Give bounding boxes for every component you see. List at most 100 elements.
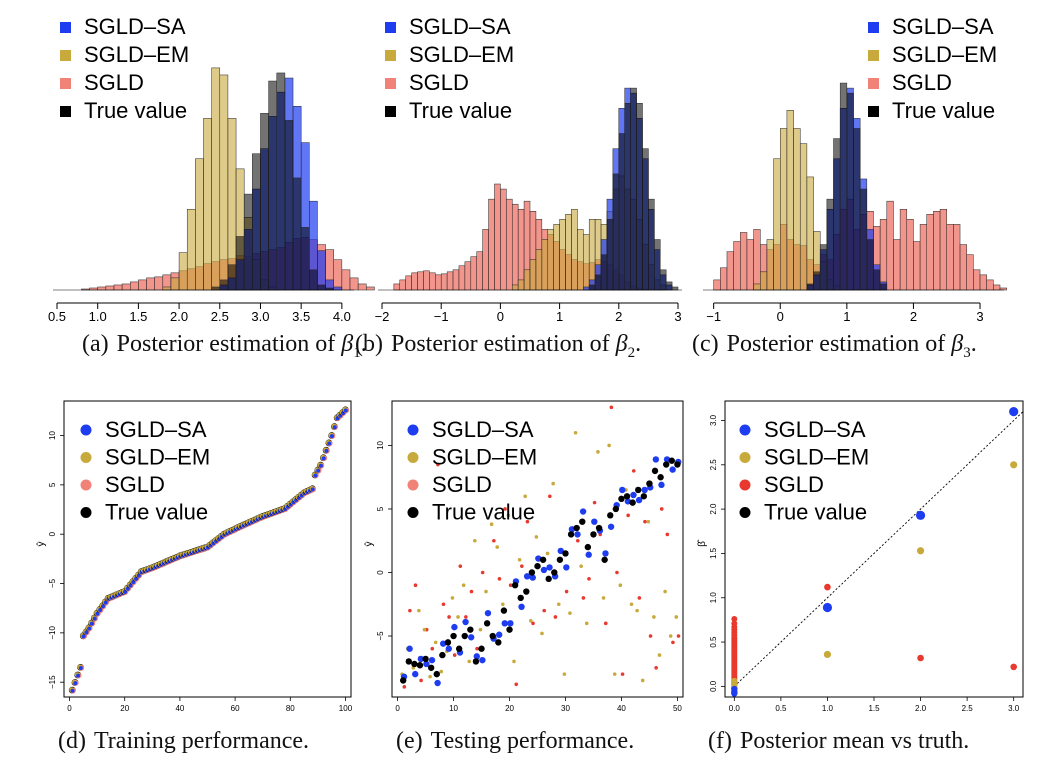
hist-bar-c-sgld-2 bbox=[726, 251, 734, 291]
point-d-sgld-sa-12 bbox=[100, 604, 105, 609]
point-e-true-37 bbox=[601, 556, 608, 563]
x-tick-label-d-5: 100 bbox=[339, 704, 353, 713]
legend-swatch-d-0 bbox=[80, 424, 92, 436]
y-tick-label-d-5: 10 bbox=[48, 431, 57, 440]
legend-label-a-3: True value bbox=[84, 98, 187, 123]
point-f-sgld-em-0 bbox=[823, 650, 832, 659]
legend-label-f-1: SGLD–EM bbox=[764, 445, 869, 470]
hist-bar-b-true-value-8 bbox=[636, 102, 643, 291]
hist-bar-b-sgld-em-12 bbox=[583, 234, 590, 291]
hist-bar-c-true-value-0 bbox=[806, 283, 814, 291]
point-e-true-30 bbox=[562, 550, 569, 557]
x-tick-label-f-1: 0.5 bbox=[775, 704, 787, 713]
hist-bar-c-sgld-36 bbox=[953, 224, 961, 291]
point-e-sgld-14 bbox=[475, 646, 479, 651]
hist-bar-b-sgld-em-13 bbox=[588, 219, 596, 291]
legend-swatch-f-1 bbox=[739, 452, 751, 463]
point-e-sgld-sa-13 bbox=[467, 634, 475, 641]
y-tick-label-e-1: 0 bbox=[376, 570, 385, 575]
hist-bar-c-sgld-em-5 bbox=[786, 110, 794, 291]
hist-bar-a-true-value-4 bbox=[243, 193, 253, 291]
point-d-sgld-sa-93 bbox=[324, 448, 329, 453]
point-e-sgld-6 bbox=[430, 646, 435, 651]
legend-label-f-0: SGLD–SA bbox=[764, 417, 866, 442]
legend-swatch-c-0 bbox=[868, 22, 879, 33]
hist-bar-a-sgld-3 bbox=[105, 285, 115, 291]
hist-bar-a-true-value-10 bbox=[292, 177, 302, 291]
point-e-true-33 bbox=[579, 518, 586, 525]
point-e-true-35 bbox=[590, 531, 597, 538]
hist-bar-b-sgld-em-1 bbox=[517, 279, 525, 291]
histogram-panel-b: −2 −1 0 1 2 3 bbox=[375, 87, 682, 324]
point-e-true-16 bbox=[483, 620, 491, 627]
point-d-sgld-sa-9 bbox=[92, 616, 97, 621]
point-e-true-43 bbox=[635, 486, 642, 494]
hist-bar-c-sgld-em-1 bbox=[760, 271, 768, 291]
hist-bar-a-true-value-5 bbox=[252, 153, 261, 291]
legend-label-b-3: True value bbox=[409, 98, 512, 123]
point-e-sgld-em-42 bbox=[629, 602, 634, 607]
point-e-sgld-em-31 bbox=[568, 611, 572, 615]
x-tick-label-a-5: 3.0 bbox=[251, 309, 269, 324]
x-tick-label-e-0: 0 bbox=[395, 704, 400, 713]
point-e-sgld-4 bbox=[419, 678, 423, 683]
hist-bar-c-sgld-40 bbox=[979, 274, 987, 291]
point-e-true-2 bbox=[405, 658, 412, 665]
point-d-sgld-sa-11 bbox=[98, 608, 103, 613]
legend-swatch-a-2 bbox=[60, 78, 71, 89]
point-e-true-14 bbox=[472, 658, 480, 665]
hist-bar-a-sgld-1 bbox=[89, 287, 98, 291]
point-e-sgld-sa-40 bbox=[619, 486, 626, 494]
y-tick-label-e-2: 5 bbox=[376, 506, 385, 511]
legend-swatch-b-0 bbox=[385, 22, 396, 33]
point-e-sgld-sa-44 bbox=[641, 486, 648, 494]
point-e-true-3 bbox=[411, 660, 418, 668]
caption-c: (c) Posterior estimation of β3. bbox=[692, 331, 977, 361]
hist-bar-a-sgld-2 bbox=[97, 286, 107, 291]
hist-bar-a-true-value-14 bbox=[325, 287, 334, 291]
point-e-true-12 bbox=[461, 632, 468, 640]
legend-label-c-0: SGLD–SA bbox=[892, 14, 994, 39]
hist-bar-b-true-value-4 bbox=[612, 173, 620, 291]
hist-bar-b-sgld-18 bbox=[500, 188, 507, 291]
point-d-sgld-sa-95 bbox=[329, 434, 334, 439]
hist-bar-c-sgld-27 bbox=[893, 239, 901, 291]
point-d-sgld-sa-5 bbox=[81, 634, 86, 639]
point-e-sgld-em-39 bbox=[612, 672, 617, 676]
y-tick-label-e-0: −5 bbox=[376, 631, 385, 641]
legend-swatch-a-0 bbox=[60, 22, 71, 33]
point-e-sgld-em-27 bbox=[545, 551, 550, 556]
hist-bar-b-sgld-em-11 bbox=[577, 229, 584, 291]
point-e-sgld-em-8 bbox=[439, 669, 444, 674]
x-tick-label-e-2: 20 bbox=[505, 704, 514, 713]
point-e-sgld-sa-9 bbox=[445, 645, 453, 652]
point-e-true-24 bbox=[528, 569, 536, 576]
point-e-true-31 bbox=[567, 531, 575, 538]
hist-bar-a-true-value-11 bbox=[300, 227, 310, 291]
hist-bar-b-true-value-5 bbox=[618, 133, 625, 291]
hist-bar-b-sgld-em-8 bbox=[559, 219, 566, 291]
legend-c: SGLD–SA SGLD–EM SGLD True value bbox=[868, 14, 997, 123]
hist-bar-b-sgld-16 bbox=[488, 198, 495, 291]
point-e-sgld-em-16 bbox=[484, 589, 488, 594]
point-e-sgld-em-21 bbox=[512, 659, 516, 664]
y-axis-label-e: ŷ bbox=[364, 542, 375, 547]
point-e-sgld-em-20 bbox=[506, 513, 511, 518]
x-tick-label-c-3: 2 bbox=[910, 309, 917, 324]
legend-label-a-2: SGLD bbox=[84, 70, 144, 95]
legend-swatch-c-1 bbox=[868, 50, 879, 61]
point-e-true-29 bbox=[556, 556, 564, 563]
point-e-sgld-em-24 bbox=[528, 618, 533, 623]
point-e-sgld-sa-34 bbox=[585, 551, 592, 558]
hist-bar-b-sgld-em-9 bbox=[565, 214, 572, 291]
y-tick-label-e-3: 10 bbox=[376, 440, 385, 449]
scatter-frame-f: 0.0 0.5 1.0 1.5 2.0 2.5 3.0 0.0 0.5 1.0 1.5 2.0 2.5 3… bbox=[696, 400, 1024, 713]
point-e-true-6 bbox=[427, 664, 435, 671]
point-e-sgld-em-25 bbox=[534, 535, 539, 539]
point-e-true-34 bbox=[584, 543, 592, 551]
point-d-sgld-sa-91 bbox=[318, 463, 323, 468]
x-tick-label-a-2: 1.5 bbox=[129, 309, 147, 324]
point-e-sgld-em-17 bbox=[489, 522, 494, 527]
hist-bar-b-true-value-11 bbox=[654, 239, 661, 291]
